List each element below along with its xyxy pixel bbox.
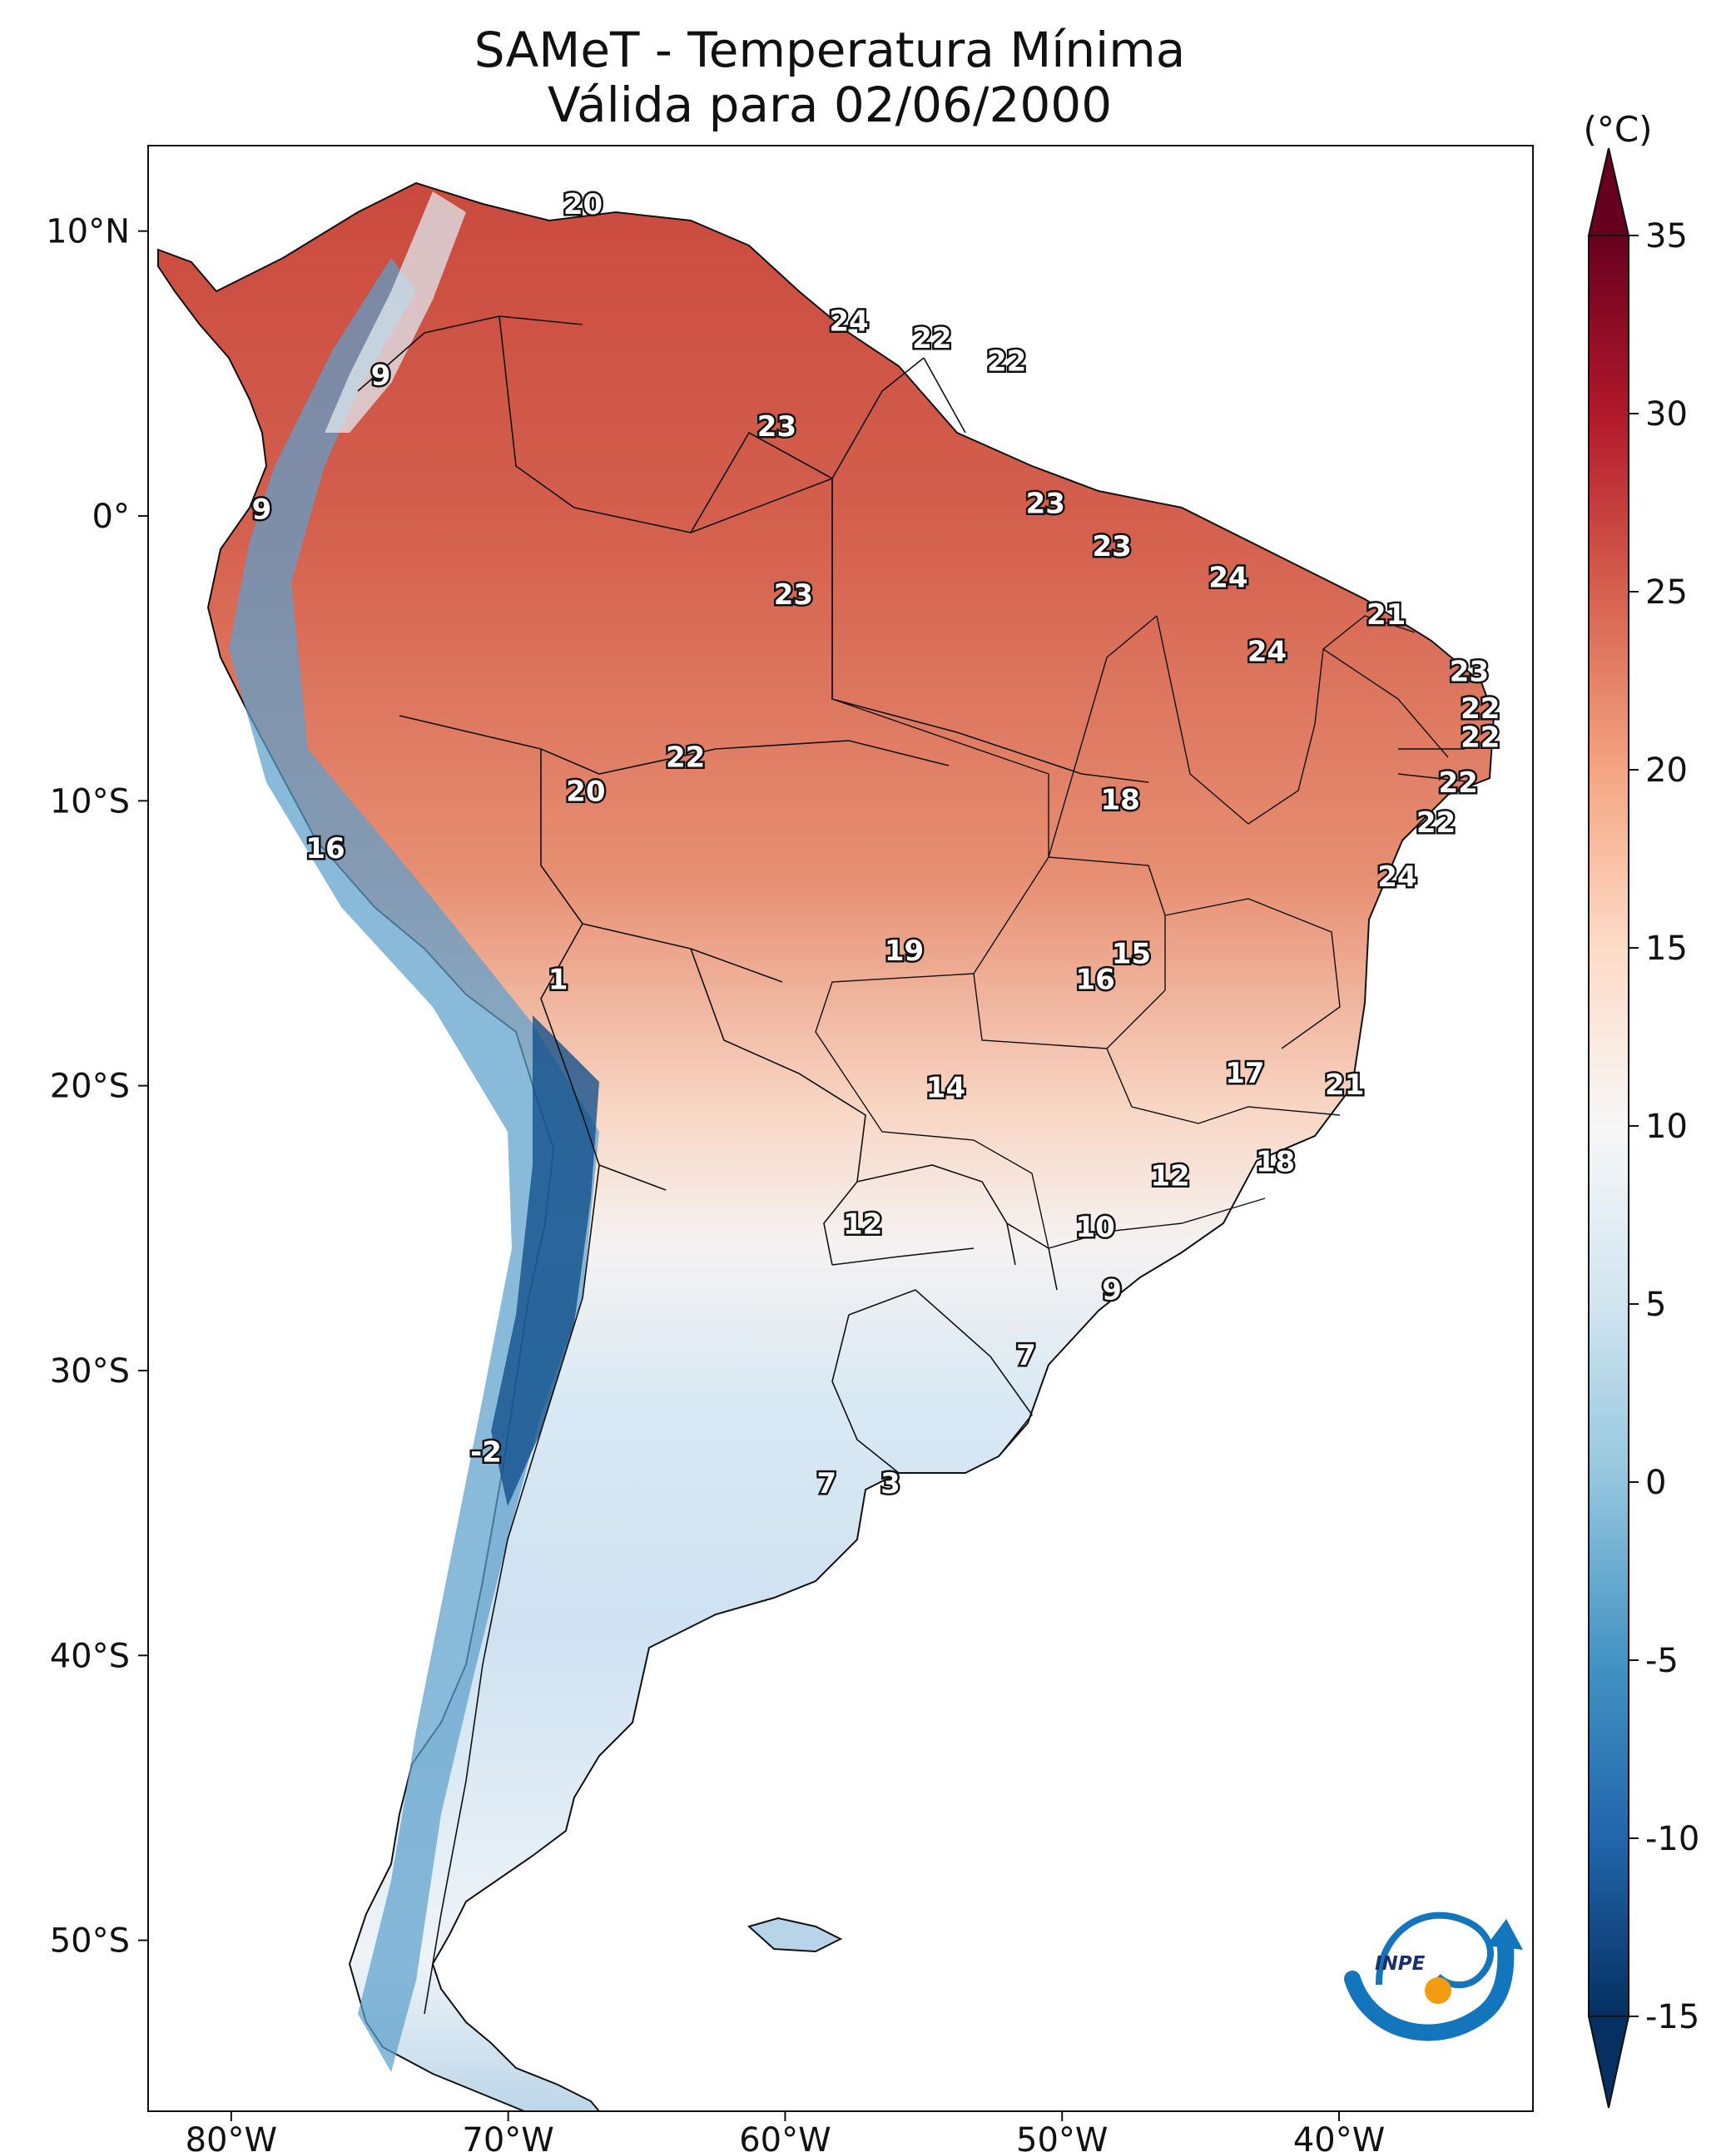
- colorbar: (°C) 35 30 25 20 15 10 5 0 -5 -10 -15: [1583, 109, 1699, 2109]
- inpe-logo-arrow-arc: [1344, 1931, 1515, 2041]
- latitude-tick-label-2: 10°S: [50, 782, 130, 821]
- colorbar-tick-label-6: 5: [1645, 1286, 1666, 1324]
- temperature-value-label-38: 3: [880, 1467, 900, 1500]
- temperature-value-label-27: 17: [1225, 1057, 1264, 1090]
- temperature-value-label-30: 18: [1256, 1145, 1295, 1178]
- colorbar-gradient: [1588, 235, 1629, 2017]
- colorbar-bottom-extension: [1587, 2016, 1630, 2109]
- temperature-value-label-13: 23: [1450, 656, 1489, 689]
- temperature-value-label-28: 14: [926, 1071, 965, 1104]
- temperature-value-label-23: 19: [885, 935, 924, 968]
- temperature-value-label-16: 22: [666, 741, 705, 774]
- map-axis-ticks: 80°W 70°W 60°W 50°W 40°W 10°N 0° 10°S 20°S 30°S 40…: [46, 213, 1385, 2152]
- map-frame: [147, 145, 1534, 2112]
- temperature-value-label-3: 22: [987, 345, 1026, 378]
- temperature-value-label-2: 22: [912, 322, 951, 355]
- latitude-tick-label-3: 20°S: [50, 1068, 130, 1106]
- title-line-2: Válida para 02/06/2000: [548, 77, 1112, 133]
- colorbar-unit-label: (°C): [1583, 109, 1652, 150]
- latitude-tick-label-0: 10°N: [46, 213, 130, 251]
- temperature-value-label-24: 15: [1112, 937, 1151, 970]
- andes-deep-cold-core: [491, 1015, 599, 1506]
- temperature-value-label-26: 16: [1076, 963, 1115, 996]
- temperature-value-label-8: 23: [1092, 530, 1131, 563]
- colorbar-tick-label-9: -10: [1645, 1820, 1699, 1858]
- longitude-tick-label-1: 70°W: [462, 2121, 553, 2152]
- temperature-value-label-5: 23: [757, 410, 796, 444]
- temperature-value-label-31: 12: [1150, 1159, 1189, 1193]
- inpe-logo-orange-dot: [1425, 1977, 1451, 2004]
- temperature-value-label-36: -2: [470, 1436, 502, 1470]
- colorbar-tick-label-2: 25: [1645, 573, 1688, 612]
- temperature-value-label-25: 1: [548, 963, 568, 996]
- colorbar-tick-label-4: 15: [1645, 930, 1688, 968]
- colorbar-tick-label-8: -5: [1645, 1642, 1679, 1680]
- brazil-state-borders: [815, 478, 1474, 1249]
- colorbar-tick-label-3: 20: [1645, 751, 1688, 790]
- temperature-value-label-10: 23: [774, 578, 813, 612]
- temperature-value-label-33: 10: [1076, 1211, 1115, 1244]
- latitude-tick-label-6: 50°S: [50, 1922, 130, 1961]
- inpe-logo-swoosh: [1375, 1912, 1495, 1989]
- temperature-value-label-22: 24: [1377, 860, 1416, 894]
- inpe-logo: INPE: [1344, 1912, 1523, 2041]
- temperature-value-label-37: 7: [817, 1467, 837, 1500]
- inpe-logo-arrow-head: [1486, 1919, 1523, 1950]
- temperature-value-label-14: 22: [1461, 692, 1500, 726]
- temperature-value-label-34: 9: [1102, 1273, 1122, 1307]
- temperature-value-label-18: 20: [566, 775, 605, 808]
- colorbar-ticks: 35 30 25 20 15 10 5 0 -5 -10 -15: [1629, 217, 1699, 2036]
- temperature-value-label-6: 9: [252, 493, 272, 526]
- longitude-tick-label-3: 50°W: [1016, 2121, 1108, 2152]
- temperature-value-label-35: 7: [1016, 1339, 1036, 1372]
- temperature-value-label-19: 18: [1100, 784, 1139, 817]
- temperature-value-label-0: 20: [563, 188, 603, 221]
- andes-cold-band: [229, 258, 599, 2072]
- temperature-value-label-1: 24: [829, 305, 868, 339]
- temperature-value-label-7: 23: [1026, 488, 1065, 521]
- colorbar-tick-label-5: 10: [1645, 1108, 1688, 1146]
- map-panel: [147, 145, 1534, 2112]
- falkland-islands: [746, 1916, 843, 1953]
- title-line-1: SAMeT - Temperatura Mínima: [474, 22, 1186, 78]
- temperature-value-label-32: 12: [843, 1208, 882, 1242]
- northern-andes-cool-strip: [325, 191, 466, 433]
- temperature-value-label-15: 22: [1461, 721, 1500, 754]
- temperature-value-label-4: 9: [371, 359, 391, 393]
- inpe-logo-text: INPE: [1375, 1953, 1426, 1975]
- colorbar-tick-label-10: -15: [1645, 1998, 1699, 2036]
- temperature-value-label-12: 24: [1247, 636, 1287, 669]
- latitude-tick-label-4: 30°S: [50, 1352, 130, 1391]
- temperature-value-label-17: 22: [1438, 766, 1477, 800]
- temperature-value-label-9: 24: [1208, 562, 1247, 595]
- colorbar-top-extension: [1587, 147, 1630, 236]
- longitude-tick-label-4: 40°W: [1293, 2121, 1385, 2152]
- colorbar-tick-label-7: 0: [1645, 1464, 1666, 1502]
- colorbar-tick-label-0: 35: [1645, 217, 1688, 255]
- latitude-tick-label-1: 0°: [92, 498, 130, 536]
- temperature-value-label-11: 21: [1366, 598, 1406, 632]
- temperature-value-label-29: 21: [1325, 1069, 1364, 1102]
- temperature-value-label-20: 22: [1416, 806, 1456, 840]
- longitude-tick-label-0: 80°W: [186, 2121, 277, 2152]
- latitude-tick-label-5: 40°S: [50, 1637, 130, 1675]
- temperature-value-label-21: 16: [305, 832, 345, 865]
- colorbar-tick-label-1: 30: [1645, 395, 1688, 434]
- map-content: [157, 181, 1495, 2111]
- longitude-tick-label-2: 60°W: [739, 2121, 831, 2152]
